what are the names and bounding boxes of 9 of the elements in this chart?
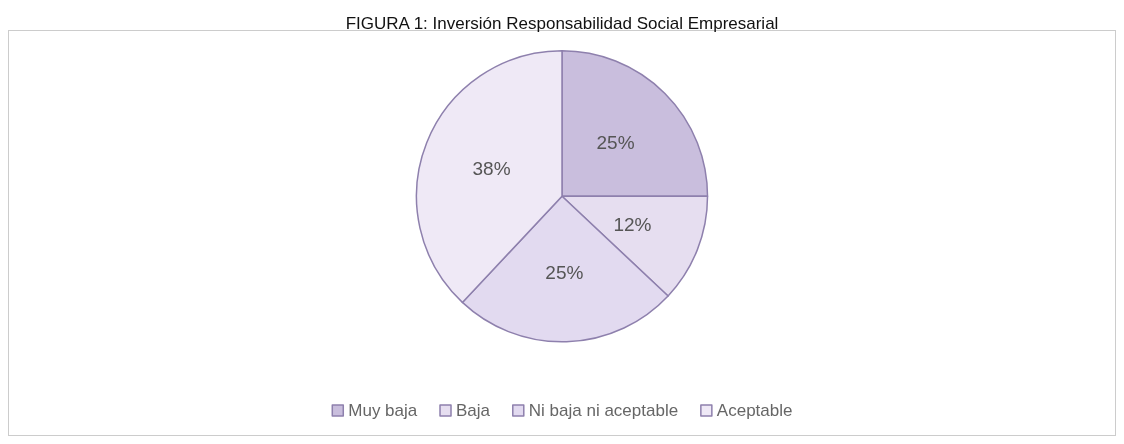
legend-label: Muy baja: [348, 401, 418, 420]
chart-title: FIGURA 1: Inversión Responsabilidad Social Empresarial: [345, 14, 779, 33]
legend-label: Baja: [456, 401, 491, 420]
data-label: 12%: [613, 213, 652, 235]
legend-label: Ni baja ni aceptable: [528, 401, 679, 420]
legend-label: Aceptable: [716, 401, 793, 420]
data-label: 38%: [472, 157, 511, 179]
data-label: 25%: [596, 132, 635, 154]
data-label: 25%: [545, 261, 584, 283]
